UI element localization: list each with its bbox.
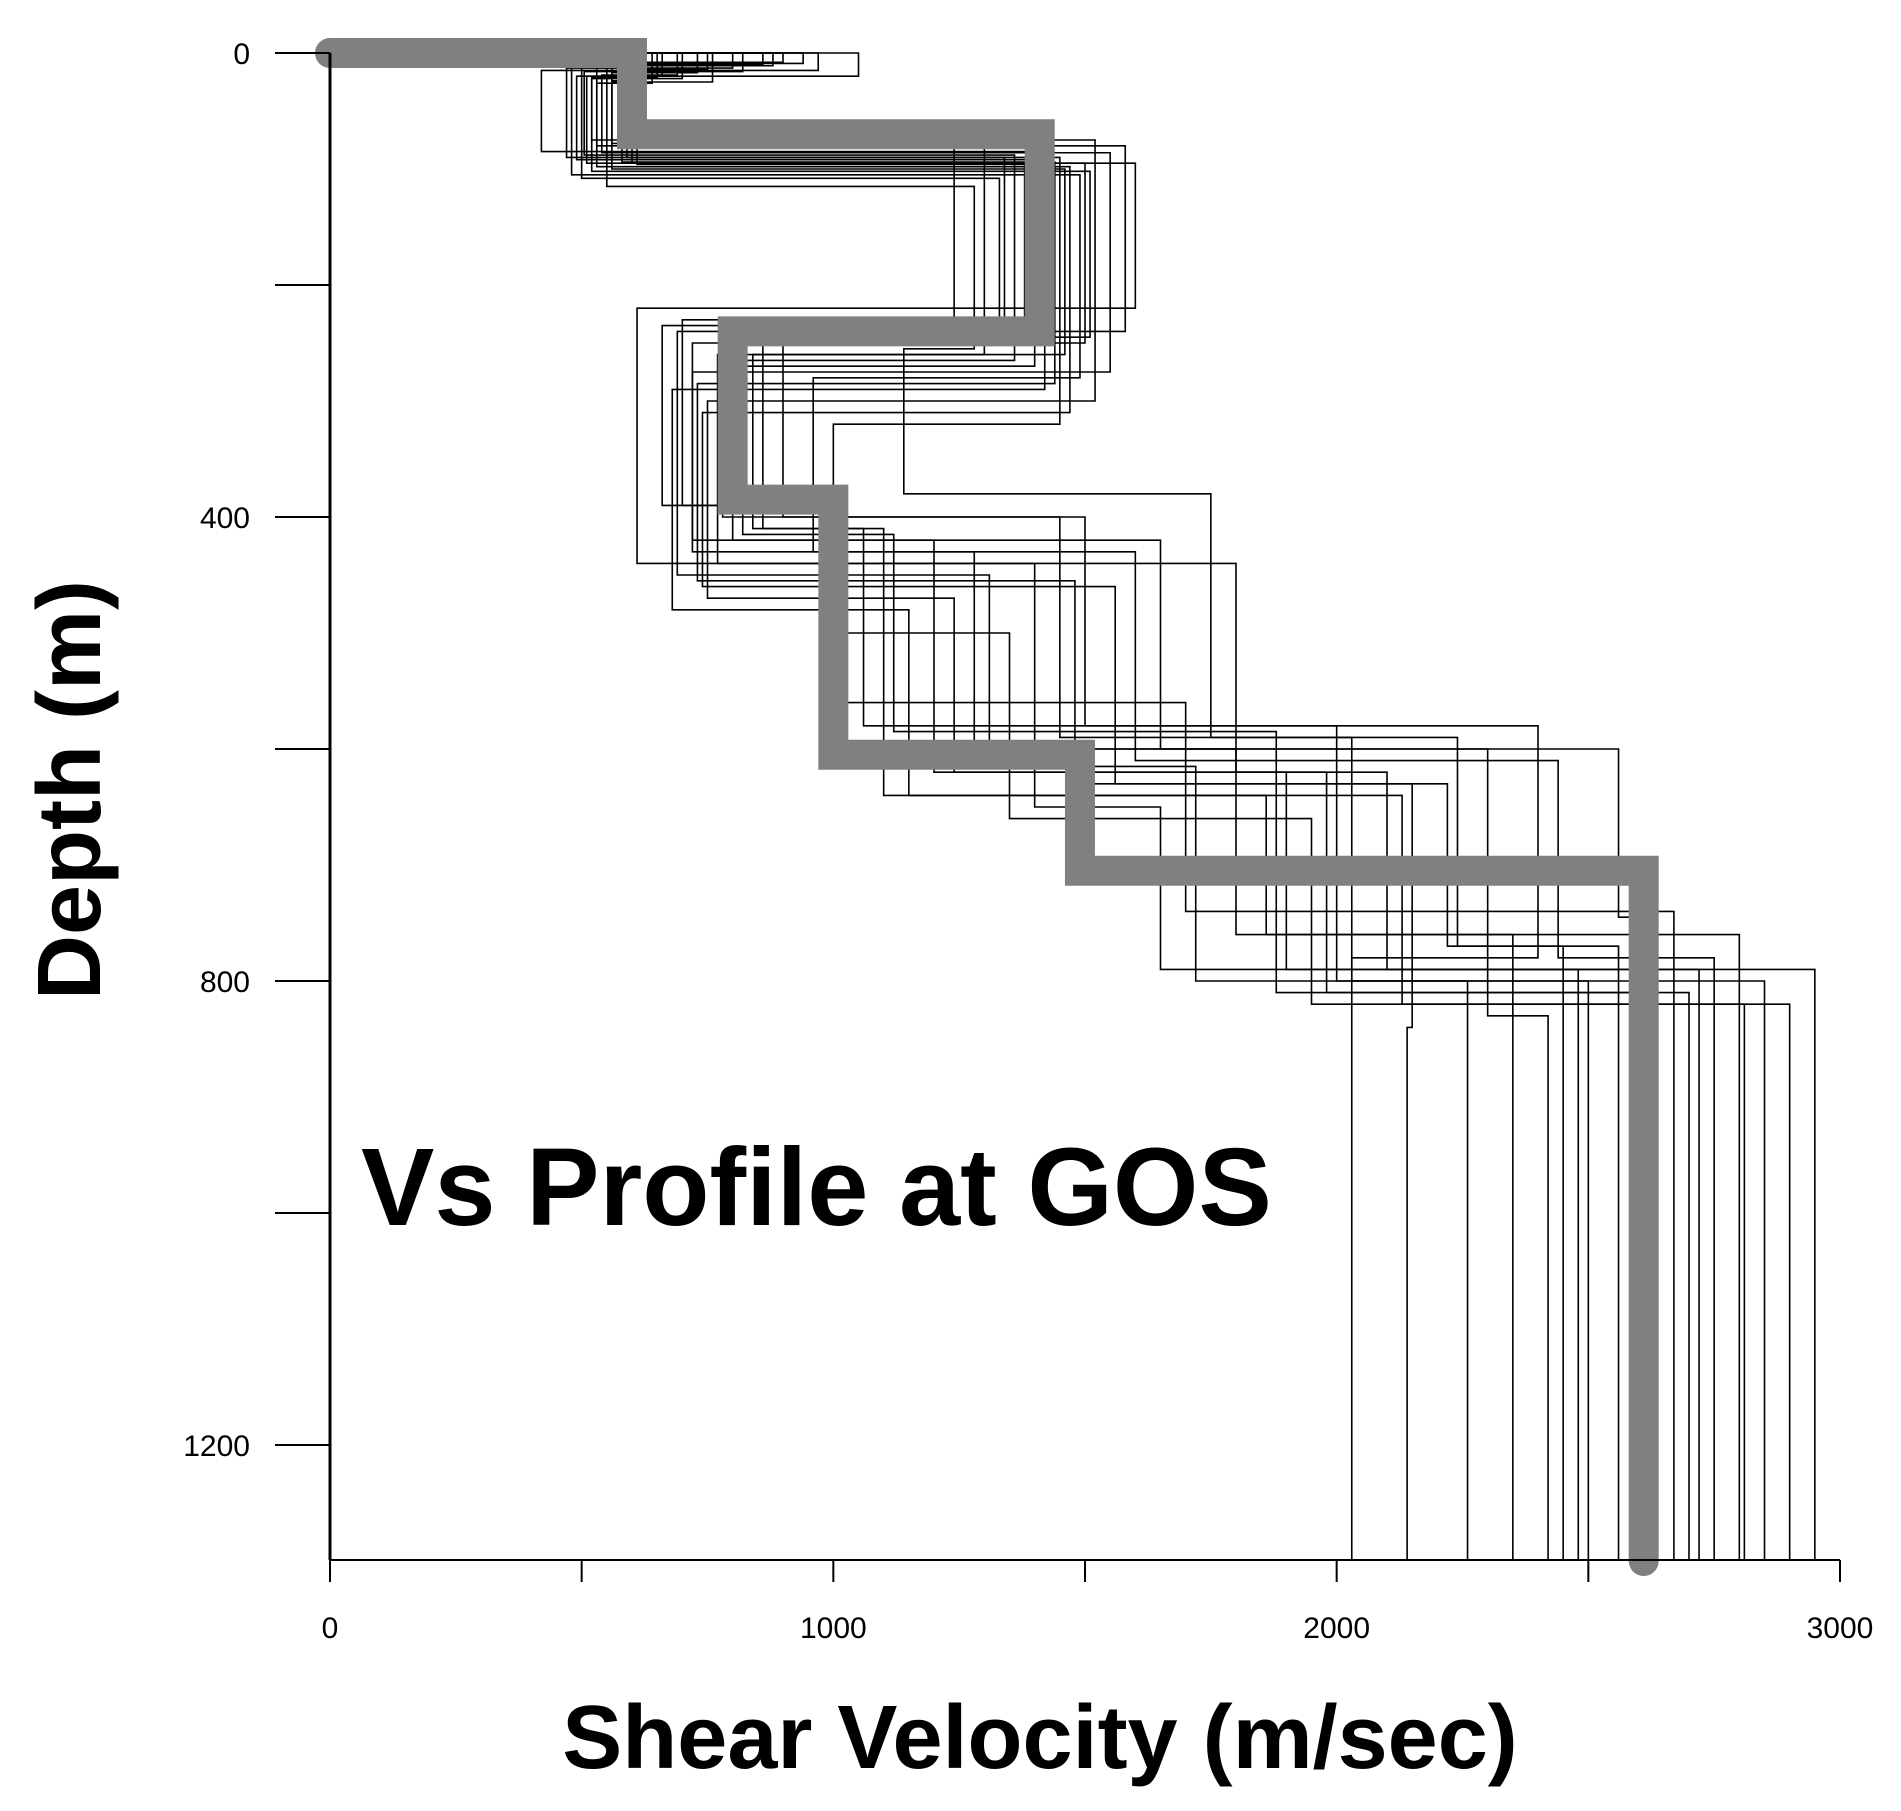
- sample-profile-line-18: [330, 52, 1700, 1561]
- sample-profile-line-6: [330, 52, 1715, 1561]
- y-axis-ticks: 0 400 800 1200: [183, 38, 330, 1463]
- y-axis-title: Depth (m): [20, 580, 120, 1000]
- sample-profile-line-1: [330, 52, 1816, 1561]
- sample-profile-line-16: [330, 52, 1650, 1561]
- x-tick-label-1000: 1000: [800, 1612, 867, 1645]
- sample-profile-line-13: [330, 52, 1413, 1561]
- y-tick-label-400: 400: [200, 502, 250, 535]
- sample-profile-line-5: [330, 52, 1675, 1561]
- y-tick-label-800: 800: [200, 966, 250, 999]
- sample-profile-line-12: [330, 52, 1469, 1561]
- plot-area: [315, 38, 1816, 1576]
- median-vs-profile-line: [315, 38, 1659, 1576]
- sample-profile-line-11: [330, 52, 1514, 1561]
- x-tick-label-0: 0: [322, 1612, 339, 1645]
- chart-annotation: Vs Profile at GOS: [361, 1126, 1272, 1249]
- y-tick-label-0: 0: [233, 38, 250, 71]
- sample-profile-line-10: [330, 52, 1549, 1561]
- sample-profile-line-17: [330, 52, 1746, 1561]
- sample-profile-line-14: [330, 52, 1539, 1561]
- sample-profile-line-15: [330, 52, 1590, 1561]
- y-tick-label-1200: 1200: [183, 1430, 250, 1463]
- sample-profile-line-8: [330, 52, 1620, 1561]
- x-axis-title: Shear Velocity (m/sec): [562, 1688, 1517, 1788]
- x-tick-label-2000: 2000: [1303, 1612, 1370, 1645]
- x-tick-label-3000: 3000: [1807, 1612, 1874, 1645]
- sample-profile-line-20: [330, 52, 1564, 1561]
- x-axis-ticks: 0 1000 2000 3000: [322, 1560, 1874, 1645]
